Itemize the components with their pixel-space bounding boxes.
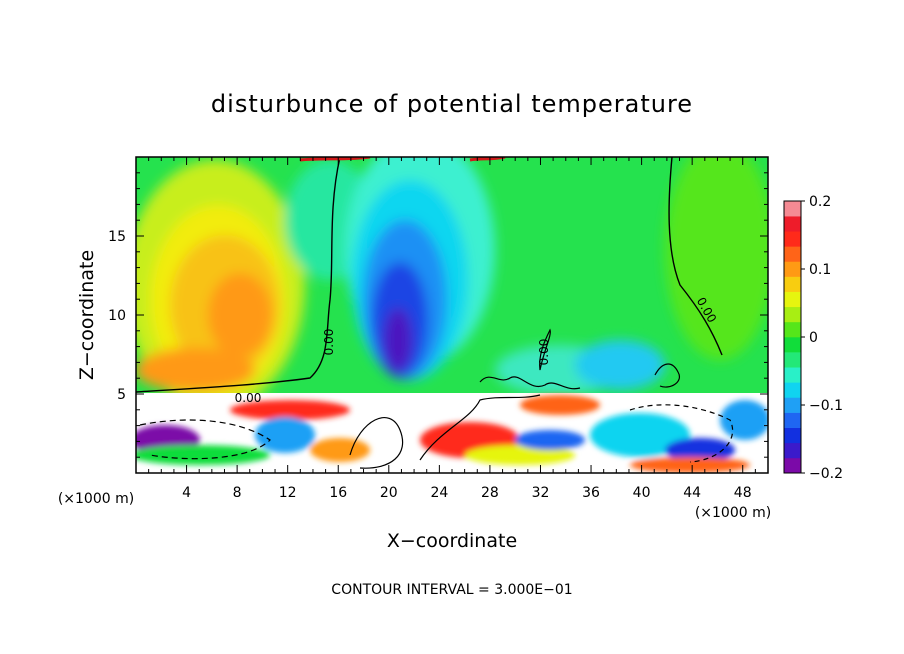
colorbar-swatch	[784, 352, 801, 368]
colorbar-label: −0.2	[809, 466, 843, 482]
x-tick-label: 36	[582, 485, 600, 501]
field-region	[630, 457, 750, 473]
x-tick-label: 40	[633, 485, 651, 501]
colorbar-swatch	[784, 201, 801, 217]
contour-line-dashed	[139, 419, 271, 460]
y-tick-label: 5	[117, 387, 126, 403]
field-region	[665, 438, 735, 462]
x-tick-label: 16	[329, 485, 347, 501]
contour-line	[654, 363, 680, 388]
colorbar-swatch	[784, 337, 801, 353]
field-region	[575, 340, 665, 390]
x-tick-label: 12	[279, 485, 297, 501]
x-unit-right: (×1000 m)	[695, 505, 771, 521]
y-axis: 5 10 15	[108, 172, 768, 458]
colorbar-swatch	[784, 367, 801, 383]
y-tick-label: 10	[108, 308, 126, 324]
contour-line	[668, 157, 723, 356]
colorbar-swatch	[784, 457, 801, 474]
field-region	[230, 400, 350, 420]
y-axis-title: Z−coordinate	[76, 250, 98, 380]
colorbar-swatch	[784, 412, 801, 428]
contour-label: 0.00	[322, 329, 336, 356]
field-region	[665, 157, 768, 360]
field-region	[590, 413, 690, 457]
x-unit-left: (×1000 m)	[58, 491, 134, 507]
x-axis: 4 8 12 16 20 24 28 32 36 40 44 48	[148, 157, 756, 501]
colorbar-swatch	[784, 261, 801, 277]
colorbar-swatch	[784, 397, 801, 413]
colorbar: 0.2 0.1 0 −0.1 −0.2	[783, 194, 843, 482]
contour-line	[349, 417, 404, 469]
field-region	[255, 417, 315, 453]
field-region	[136, 445, 270, 465]
colorbar-label: −0.1	[809, 398, 843, 414]
colorbar-swatch	[784, 382, 801, 398]
field-region	[520, 395, 600, 415]
colorbar-swatch	[784, 306, 801, 323]
colorbar-swatch	[784, 231, 801, 247]
field-region	[465, 445, 575, 465]
contour-line	[419, 394, 541, 461]
x-tick-label: 20	[380, 485, 398, 501]
x-tick-label: 44	[683, 485, 701, 501]
contour-label: 0.00	[537, 339, 551, 366]
colorbar-swatch	[784, 321, 801, 338]
colorbar-label: 0	[809, 330, 818, 346]
field-region	[720, 400, 768, 440]
contour-line	[539, 328, 551, 371]
field-region	[208, 273, 272, 357]
x-tick-label: 24	[430, 485, 448, 501]
contour-line	[479, 376, 581, 390]
colorbar-swatch	[784, 216, 801, 232]
colorbar-swatch	[784, 246, 801, 262]
colorbar-label: 0.2	[809, 194, 831, 210]
contour-label: 0.00	[235, 391, 262, 405]
colorbar-swatch	[784, 276, 801, 292]
field-region	[515, 430, 585, 450]
plot-area	[136, 157, 768, 473]
field-region	[310, 438, 370, 462]
x-tick-label: 32	[532, 485, 550, 501]
contour-line	[136, 157, 341, 393]
y-tick-label: 15	[108, 229, 126, 245]
x-tick-label: 4	[182, 485, 191, 501]
field-region	[136, 348, 255, 392]
x-tick-label: 48	[734, 485, 752, 501]
chart-title: disturbunce of potential temperature	[211, 90, 693, 118]
x-tick-label: 28	[481, 485, 499, 501]
x-tick-label: 8	[233, 485, 242, 501]
contour-line-dashed	[629, 404, 734, 463]
field-region	[384, 308, 412, 372]
colorbar-swatch	[784, 427, 801, 444]
colorbar-swatch	[784, 291, 801, 308]
colorbar-label: 0.1	[809, 262, 831, 278]
colorbar-swatch	[784, 442, 801, 459]
x-axis-title: X−coordinate	[387, 530, 517, 552]
contour-interval: CONTOUR INTERVAL = 3.000E−01	[331, 582, 572, 598]
